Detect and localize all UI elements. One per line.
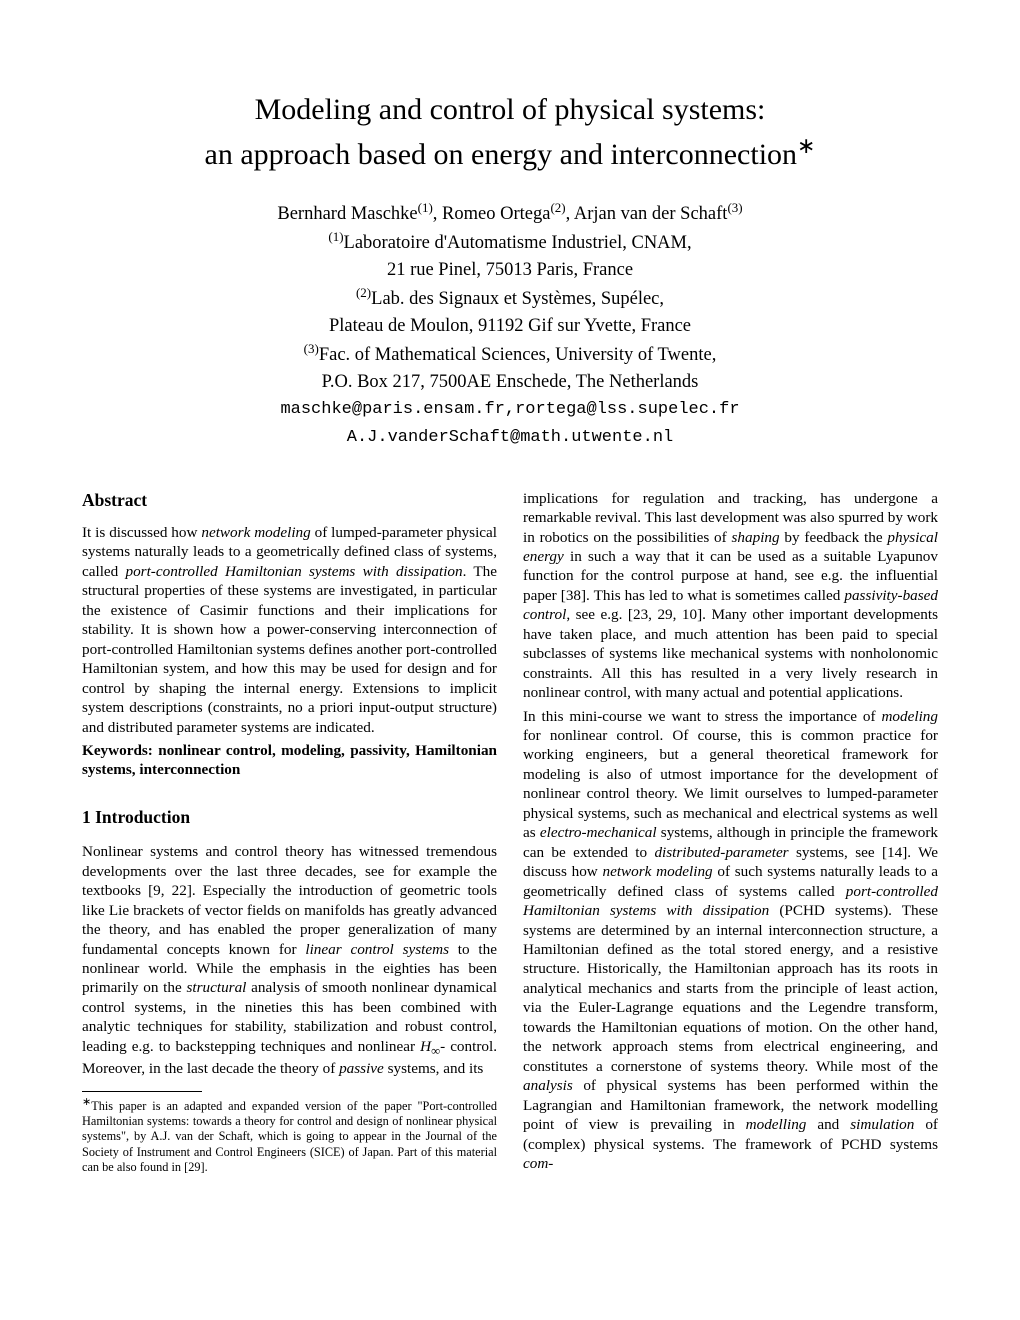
- authors-affiliations: Bernhard Maschke(1), Romeo Ortega(2), Ar…: [82, 199, 938, 451]
- intro-italic-1: linear control systems: [305, 941, 449, 958]
- affil-3-line-2: P.O. Box 217, 7500AE Enschede, The Nethe…: [322, 372, 699, 392]
- r2-text-1: In this mini-course we want to stress th…: [523, 708, 881, 725]
- intro-italic-4: passive: [339, 1060, 384, 1077]
- affil-2-marker: (2): [356, 285, 371, 300]
- intro-text-5: systems, and its: [384, 1060, 484, 1077]
- affil-1-marker: (1): [328, 229, 343, 244]
- r1-italic-1: shaping: [732, 529, 780, 546]
- r2-text-6: (PCHD systems). These systems are determ…: [523, 902, 938, 1075]
- r2-italic-6: analysis: [523, 1077, 573, 1094]
- title-line-1: Modeling and control of physical systems…: [255, 93, 766, 126]
- r2-italic-9: com-: [523, 1155, 553, 1172]
- affil-2-line-1: Lab. des Signaux et Systèmes, Supélec,: [371, 289, 664, 309]
- right-paragraph-1: implications for regulation and tracking…: [523, 489, 938, 703]
- right-paragraph-2: In this mini-course we want to stress th…: [523, 707, 938, 1174]
- abstract-heading: Abstract: [82, 489, 497, 511]
- r2-italic-7: modelling: [746, 1116, 807, 1133]
- intro-italic-H: H: [420, 1038, 431, 1055]
- affil-1-line-2: 21 rue Pinel, 75013 Paris, France: [387, 260, 633, 280]
- r2-italic-4: network modeling: [602, 863, 712, 880]
- intro-italic-2: structural: [186, 979, 246, 996]
- abstract-italic-2: port-controlled Hamiltonian systems with…: [125, 563, 462, 580]
- email-line-1: maschke@paris.ensam.fr,rortega@lss.supel…: [280, 400, 739, 419]
- keywords-line: Keywords: nonlinear control, modeling, p…: [82, 741, 497, 780]
- footnote: ∗This paper is an adapted and expanded v…: [82, 1096, 497, 1176]
- affil-1-line-1: Laboratoire d'Automatisme Industriel, CN…: [344, 233, 692, 253]
- r2-italic-3: distributed-parameter: [654, 844, 788, 861]
- abstract-paragraph: It is discussed how network modeling of …: [82, 523, 497, 737]
- left-column: Abstract It is discussed how network mod…: [82, 489, 497, 1178]
- affil-3-marker: (3): [304, 341, 319, 356]
- author-3-affil: (3): [727, 200, 742, 215]
- r2-italic-1: modeling: [881, 708, 938, 725]
- author-sep-1: , Romeo Ortega: [433, 204, 551, 224]
- footnote-rule: [82, 1091, 202, 1092]
- author-1-affil: (1): [418, 200, 433, 215]
- email-line-2: A.J.vanderSchaft@math.utwente.nl: [347, 428, 673, 447]
- abstract-text-1: It is discussed how: [82, 524, 201, 541]
- section-1-heading: 1 Introduction: [82, 806, 497, 828]
- r2-text-8: and: [806, 1116, 850, 1133]
- r1-text-2: by feedback the: [780, 529, 888, 546]
- paper-title: Modeling and control of physical systems…: [82, 90, 938, 175]
- title-footnote-marker: ∗: [797, 133, 815, 158]
- intro-paragraph-1: Nonlinear systems and control theory has…: [82, 842, 497, 1078]
- title-line-2: an approach based on energy and intercon…: [205, 138, 798, 171]
- footnote-asterisk: ∗: [82, 1096, 91, 1108]
- affil-2-line-2: Plateau de Moulon, 91192 Gif sur Yvette,…: [329, 316, 691, 336]
- r2-italic-2: electro-mechanical: [540, 824, 657, 841]
- footnote-text: This paper is an adapted and expanded ve…: [82, 1099, 497, 1174]
- abstract-italic-1: network modeling: [201, 524, 310, 541]
- intro-sub-infty: ∞: [431, 1044, 440, 1058]
- affil-3-line-1: Fac. of Mathematical Sciences, Universit…: [319, 345, 717, 365]
- right-column: implications for regulation and tracking…: [523, 489, 938, 1178]
- r2-italic-8: simulation: [850, 1116, 914, 1133]
- abstract-text-3: . The structural properties of these sys…: [82, 563, 497, 736]
- author-2-affil: (2): [550, 200, 565, 215]
- author-sep-2: , Arjan van der Schaft: [566, 204, 728, 224]
- two-column-body: Abstract It is discussed how network mod…: [82, 489, 938, 1178]
- r1-text-4: , see e.g. [23, 29, 10]. Many other impo…: [523, 606, 938, 701]
- author-1: Bernhard Maschke: [277, 204, 417, 224]
